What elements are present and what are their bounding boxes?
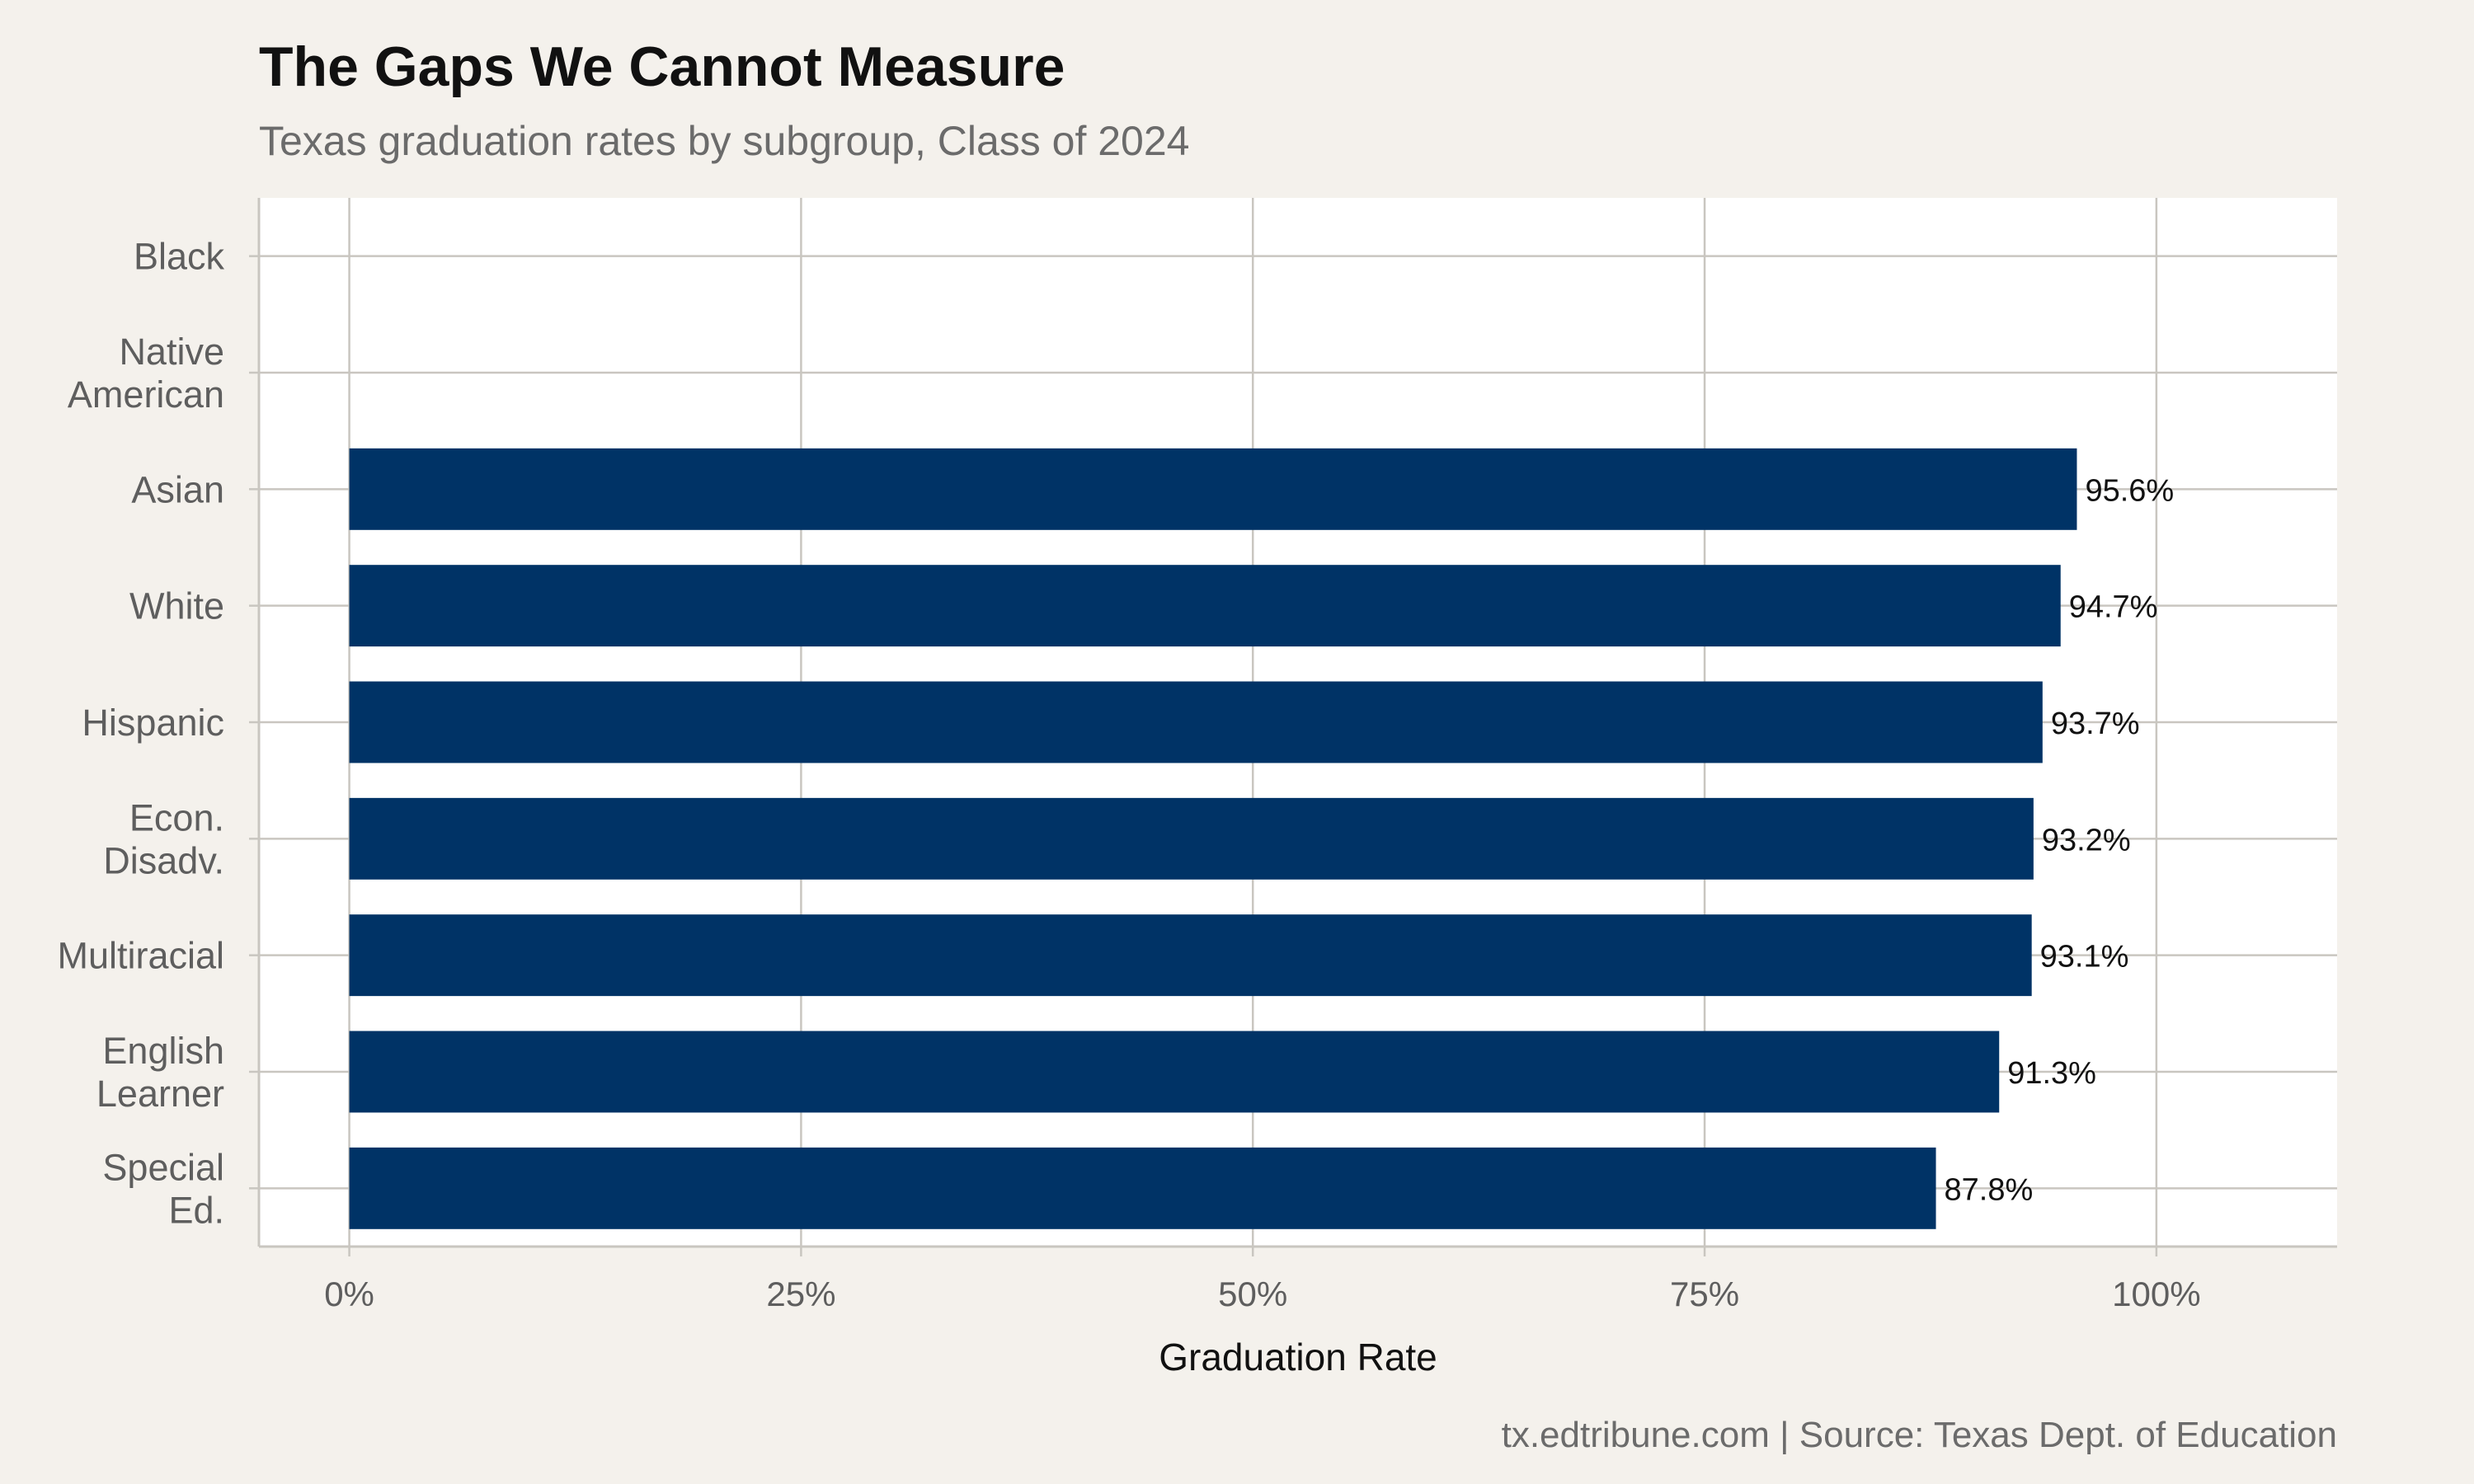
bar [349, 797, 2034, 880]
bar [349, 1147, 1936, 1229]
bar [349, 681, 2043, 763]
category-label: Special Ed. [102, 1146, 224, 1231]
value-label: 93.7% [2051, 707, 2140, 741]
bar [349, 914, 2032, 997]
x-tick-label: 75% [1670, 1275, 1739, 1313]
x-axis-ticks: 0% 25% 50% 75% 100% [324, 1247, 2201, 1313]
bar [349, 1031, 2000, 1113]
bars [349, 448, 2077, 1229]
value-label: 93.2% [2042, 823, 2131, 857]
category-label: Asian [131, 468, 224, 510]
value-label: 87.8% [1945, 1172, 2034, 1207]
chart-subtitle: Texas graduation rates by subgroup, Clas… [259, 118, 1190, 164]
x-tick-label: 100% [2112, 1275, 2200, 1313]
category-label: Native American [68, 331, 224, 416]
x-tick-label: 0% [324, 1275, 374, 1313]
category-label: Hispanic [82, 702, 224, 744]
value-label: 91.3% [2007, 1056, 2096, 1091]
value-label: 95.6% [2085, 473, 2174, 508]
x-axis-title: Graduation Rate [1159, 1336, 1437, 1378]
source-caption: tx.edtribune.com | Source: Texas Dept. o… [1501, 1415, 2337, 1455]
category-label: English Learner [96, 1030, 224, 1115]
bar [349, 565, 2061, 647]
x-tick-label: 25% [766, 1275, 835, 1313]
bar [349, 448, 2077, 530]
axis-lines [249, 198, 2337, 1248]
value-label: 94.7% [2069, 590, 2158, 625]
category-label: White [129, 585, 224, 627]
value-label: 93.1% [2040, 940, 2129, 974]
category-label: Econ. Disadv. [103, 796, 224, 881]
category-labels: Black Native American Asian White Hispanic Eco… [57, 236, 224, 1232]
category-label: Multiracial [57, 935, 224, 977]
value-labels: 95.6% 94.7% 93.7% 93.2% 93.1% 91.3% 87.8% [1945, 473, 2175, 1207]
category-label: Black [134, 236, 225, 278]
chart-title: The Gaps We Cannot Measure [259, 35, 1065, 98]
x-tick-label: 50% [1218, 1275, 1287, 1313]
